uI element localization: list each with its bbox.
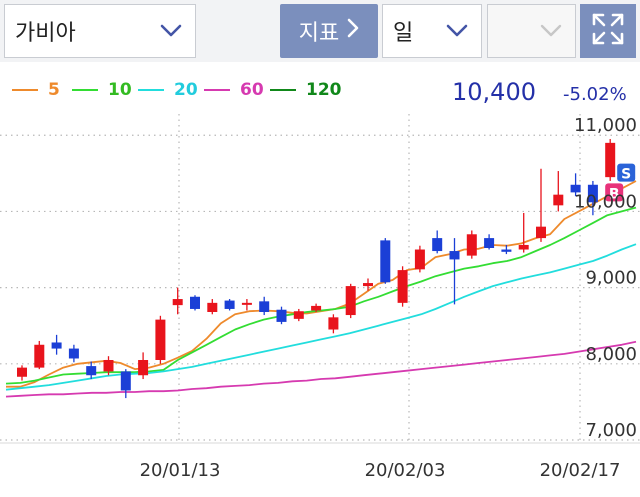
candle-body (68, 348, 79, 359)
candle-body (328, 317, 339, 330)
extra-selector[interactable] (487, 4, 576, 58)
candle-body (293, 311, 304, 319)
candle-body (138, 360, 149, 376)
fullscreen-button[interactable] (580, 4, 636, 58)
y-tick-label: 9,000 (585, 268, 637, 289)
candle-body (86, 366, 97, 376)
candle-body (501, 249, 512, 252)
candle-body (51, 342, 62, 349)
legend-label: 20 (174, 80, 198, 100)
legend-label: 10 (108, 80, 132, 100)
legend-swatch (138, 89, 164, 91)
indicator-button[interactable]: 지표 (280, 4, 378, 58)
candle-body (570, 184, 581, 193)
candle-body (155, 319, 166, 360)
candle-body (311, 305, 322, 311)
candle-body (484, 238, 495, 248)
candle-body (414, 249, 425, 270)
y-tick-label: 11,000 (574, 115, 637, 136)
stock-selector[interactable]: 가비아 (4, 4, 196, 58)
legend-label: 5 (48, 80, 60, 100)
ma-legend: 5 10 20 60 120 (0, 76, 640, 106)
candle-body (605, 142, 616, 178)
ma-line-10 (5, 206, 637, 385)
legend-item-ma5[interactable]: 5 (12, 80, 60, 100)
candle-body (553, 194, 564, 206)
ma-line-60 (5, 340, 637, 398)
candle-body (17, 367, 27, 377)
candle-body (587, 184, 598, 203)
legend-item-ma60[interactable]: 60 (204, 80, 264, 100)
signal-marker-label: B (609, 186, 620, 202)
signal-marker-label: S (621, 167, 631, 183)
candle-body (449, 251, 460, 260)
legend-label: 120 (306, 80, 342, 100)
candle-body (224, 300, 235, 309)
x-tick-label: 20/02/17 (540, 460, 621, 481)
expand-icon (590, 11, 626, 51)
x-tick-label: 20/01/13 (140, 460, 221, 481)
candle-body (380, 240, 391, 283)
candle-body (466, 234, 477, 256)
y-tick-label: 7,000 (585, 420, 637, 441)
candle-body (432, 238, 443, 252)
legend-item-ma120[interactable]: 120 (270, 80, 342, 100)
indicator-label: 지표 (298, 21, 340, 46)
legend-item-ma10[interactable]: 10 (72, 80, 132, 100)
ma-line-20 (5, 243, 637, 391)
price-change: -5.02% (563, 84, 627, 105)
y-tick-label: 10,000 (574, 191, 637, 212)
candle-body (518, 244, 529, 250)
chevron-down-icon (441, 15, 473, 47)
stock-name: 가비아 (15, 21, 76, 46)
candle-body (120, 371, 131, 391)
period-label: 일 (393, 21, 414, 46)
legend-swatch (72, 89, 98, 91)
candle-body (259, 301, 270, 312)
y-tick-label: 8,000 (585, 344, 637, 365)
chevron-right-icon (347, 18, 359, 44)
legend-item-ma20[interactable]: 20 (138, 80, 198, 100)
chart-toolbar: 가비아 지표 일 (0, 0, 640, 62)
current-price: 10,400 (452, 78, 536, 106)
chevron-down-icon (535, 15, 567, 47)
legend-swatch (270, 89, 296, 91)
candle-body (172, 299, 183, 306)
candle-body (103, 360, 114, 372)
x-tick-label: 20/02/03 (365, 460, 446, 481)
signal-marker-b (605, 183, 624, 202)
legend-label: 60 (240, 80, 264, 100)
chevron-down-icon (155, 15, 187, 47)
candle-body (276, 309, 287, 322)
candle-body (397, 270, 408, 303)
candle-body (345, 286, 356, 316)
candle-body (207, 302, 218, 312)
signal-marker-s (617, 163, 636, 182)
candle-body (363, 283, 373, 287)
candle-body (190, 296, 200, 309)
legend-swatch (204, 89, 230, 91)
candle-body (241, 302, 252, 305)
candle-body (536, 226, 546, 239)
period-selector[interactable]: 일 (382, 4, 482, 58)
legend-swatch (12, 89, 38, 91)
candlestick-chart[interactable]: BS 7,000 8,000 9,000 10,000 11,000 20/01/13 20/… (0, 110, 640, 497)
candle-body (34, 344, 45, 368)
